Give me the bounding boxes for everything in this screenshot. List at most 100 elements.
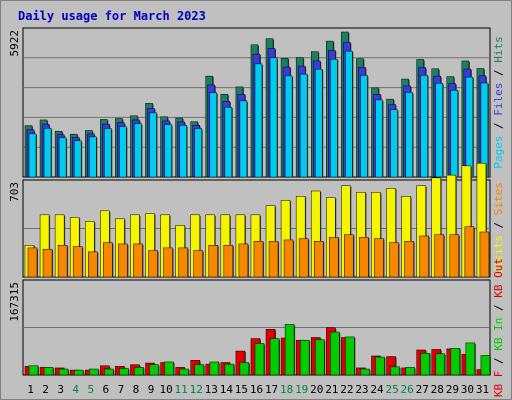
bar-kb-in-day-24 — [375, 356, 385, 376]
legend-kb-in: KB In — [492, 318, 505, 351]
panel-middle: 703 Visits / Sites — [8, 162, 505, 278]
bar-sites-day-29 — [449, 234, 460, 278]
bar-kb-in-day-30 — [465, 342, 476, 376]
bar-kb-in-day-6 — [104, 368, 114, 376]
bar-kb-in-day-11 — [179, 368, 189, 376]
bar-sites-day-12 — [193, 250, 203, 278]
bar-kb-in-day-1 — [28, 365, 39, 376]
bar-pages-day-12 — [194, 128, 202, 178]
bar-pages-day-26 — [405, 92, 413, 178]
bar-pages-day-24 — [375, 99, 383, 178]
x-tick-label-27: 27 — [416, 383, 429, 396]
bar-kb-in-day-13 — [209, 361, 220, 376]
panel-middle-legend: Visits / Sites — [492, 182, 505, 275]
x-tick-label-15: 15 — [235, 383, 248, 396]
bar-kb-in-day-27 — [420, 352, 430, 376]
bar-kb-in-day-17 — [269, 338, 280, 376]
x-tick-label-3: 3 — [57, 383, 64, 396]
bar-kb-in-day-2 — [43, 367, 54, 376]
bar-pages-day-4 — [73, 140, 82, 178]
x-tick-label-16: 16 — [250, 383, 263, 396]
x-tick-label-13: 13 — [205, 383, 218, 396]
bar-pages-day-30 — [465, 76, 474, 178]
bar-pages-day-21 — [330, 58, 338, 178]
panel-bottom-ymax-label: 167315 — [8, 282, 21, 322]
bar-sites-day-14 — [223, 245, 234, 278]
bar-kb-in-day-12 — [194, 364, 204, 376]
x-tick-label-17: 17 — [265, 383, 278, 396]
panel-bottom-legend: KB F / KB In / KB Out — [492, 258, 505, 397]
bar-pages-day-29 — [450, 90, 459, 178]
bar-pages-day-10 — [164, 124, 172, 178]
legend-separator: / — [492, 116, 505, 136]
bar-sites-day-15 — [238, 243, 249, 278]
bar-kb-in-day-18 — [284, 324, 295, 376]
legend-kb-out: KB Out — [492, 258, 505, 298]
bar-sites-day-16 — [253, 241, 264, 278]
x-tick-label-4: 4 — [72, 383, 79, 396]
bar-kb-in-day-3 — [58, 368, 69, 376]
bar-kb-in-day-10 — [164, 361, 174, 376]
bar-kb-in-day-5 — [89, 368, 99, 376]
bar-kb-in-day-4 — [73, 369, 84, 376]
x-tick-label-18: 18 — [280, 383, 293, 396]
bar-pages-day-16 — [254, 63, 263, 178]
panel-top: 5922 Pages / Files / Hits — [8, 27, 505, 178]
panel-top-ymax-label: 5922 — [8, 30, 21, 57]
x-tick-label-21: 21 — [325, 383, 338, 396]
legend-separator: / — [492, 63, 505, 83]
chart-title: Daily usage for March 2023 — [18, 9, 206, 23]
bar-sites-day-13 — [208, 245, 219, 278]
legend-hits: Hits — [492, 36, 505, 63]
bar-pages-day-20 — [314, 69, 323, 178]
bar-pages-day-23 — [360, 75, 368, 178]
bar-kb-in-day-20 — [314, 339, 325, 376]
legend-separator: / — [492, 351, 505, 371]
bar-kb-in-day-16 — [254, 343, 265, 376]
bar-sites-day-30 — [464, 226, 475, 278]
bar-kb-in-day-26 — [405, 367, 415, 376]
x-tick-label-1: 1 — [27, 383, 34, 396]
bar-sites-day-6 — [103, 242, 113, 278]
bar-kb-in-day-25 — [390, 366, 400, 376]
bar-sites-day-23 — [359, 237, 369, 278]
bar-sites-day-21 — [329, 237, 339, 278]
bar-pages-day-11 — [179, 125, 187, 178]
bar-sites-day-4 — [72, 246, 83, 278]
bar-kb-in-day-15 — [239, 362, 250, 376]
x-tick-label-28: 28 — [431, 383, 444, 396]
bar-sites-day-5 — [88, 251, 98, 278]
legend-separator: / — [492, 215, 505, 235]
bar-kb-in-day-28 — [435, 353, 445, 376]
bar-sites-day-22 — [344, 234, 354, 278]
bar-sites-day-28 — [434, 234, 444, 278]
x-tick-label-7: 7 — [118, 383, 125, 396]
bar-sites-day-24 — [374, 238, 384, 278]
legend-pages: Pages — [492, 136, 505, 169]
x-tick-label-12: 12 — [190, 383, 203, 396]
bar-pages-day-27 — [420, 75, 428, 178]
x-tick-label-10: 10 — [159, 383, 172, 396]
x-axis-labels: 1 2 3 4 5 6 7 8 9 10 11 12 13 14 15 16 17 18 19 20 21 22 23 24 2… — [27, 383, 489, 396]
bar-pages-day-3 — [58, 137, 67, 178]
bar-pages-day-25 — [390, 109, 398, 178]
bar-pages-day-15 — [239, 100, 248, 178]
bar-kb-in-day-31 — [480, 355, 491, 376]
panel-top-legend: Pages / Files / Hits — [492, 36, 505, 169]
bar-sites-day-1 — [27, 247, 38, 278]
bar-kb-in-day-23 — [360, 368, 370, 376]
bar-pages-day-9 — [149, 112, 157, 178]
bar-kb-in-day-21 — [330, 331, 340, 376]
bar-kb-in-day-19 — [299, 339, 310, 376]
x-tick-label-29: 29 — [446, 383, 459, 396]
x-tick-label-9: 9 — [148, 383, 155, 396]
bar-sites-day-3 — [57, 245, 68, 278]
x-tick-label-2: 2 — [42, 383, 49, 396]
bar-pages-day-17 — [269, 57, 278, 178]
bar-pages-day-7 — [119, 126, 127, 178]
bar-sites-day-11 — [178, 247, 188, 278]
legend-files: Files — [492, 83, 505, 116]
legend-kb-f: KB F — [492, 371, 505, 398]
bar-pages-day-8 — [134, 123, 142, 178]
